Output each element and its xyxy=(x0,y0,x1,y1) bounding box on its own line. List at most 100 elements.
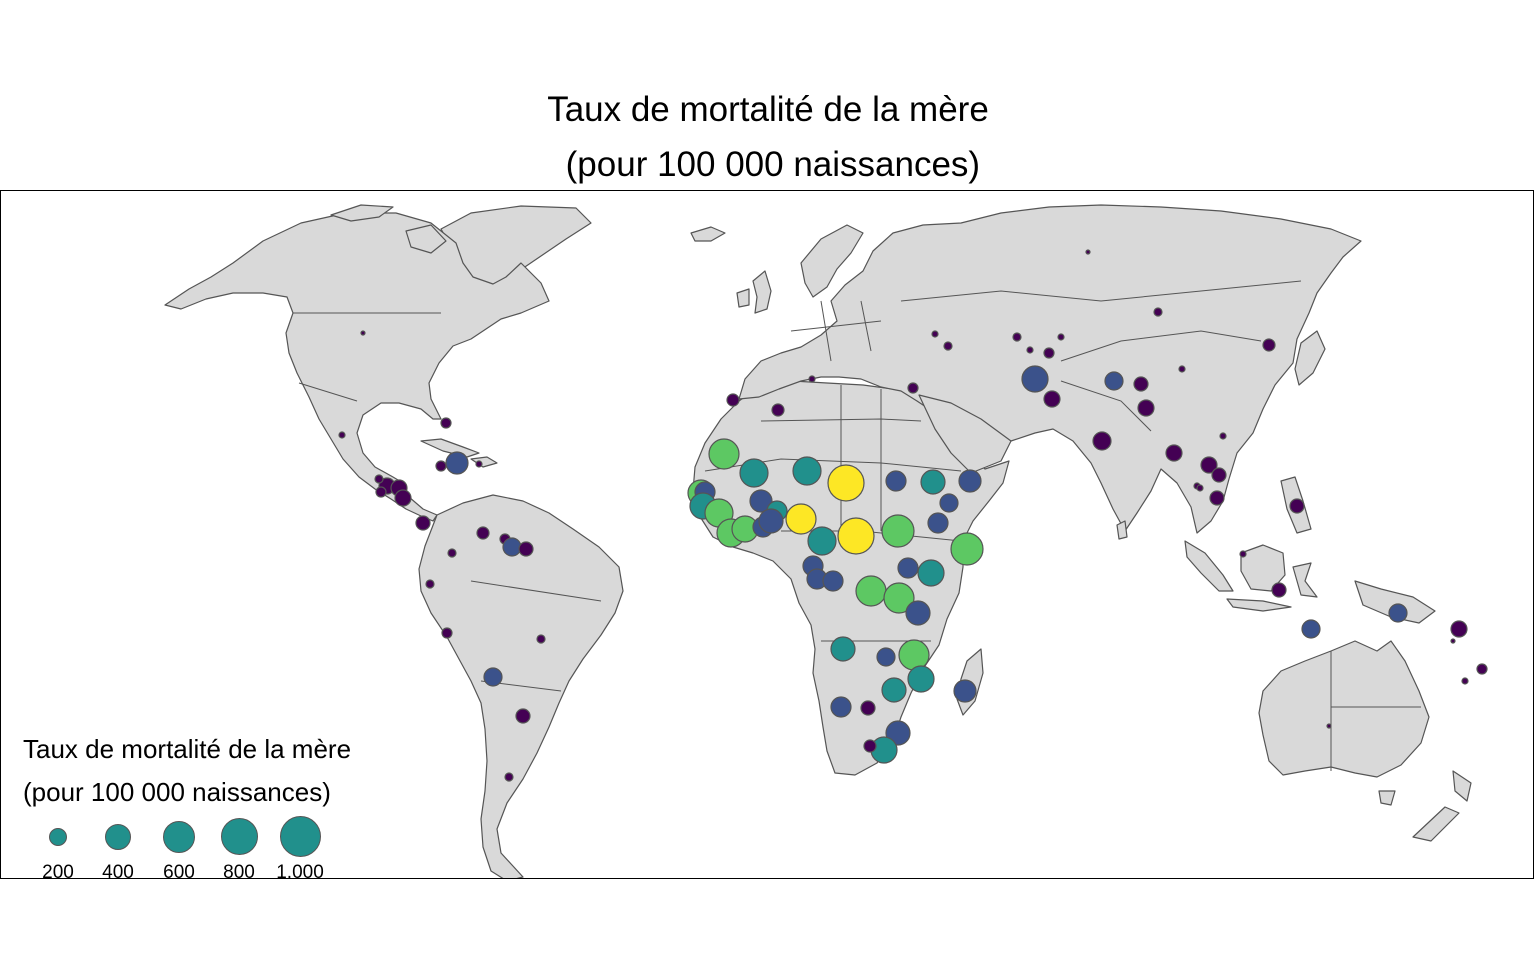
country-symbol xyxy=(739,458,769,488)
legend: Taux de mortalité de la mère (pour 100 0… xyxy=(23,728,403,878)
country-symbol xyxy=(876,647,896,667)
country-symbol xyxy=(483,667,503,687)
country-symbol xyxy=(1092,431,1112,451)
country-symbol xyxy=(1012,332,1022,342)
country-symbol xyxy=(415,515,431,531)
north-america-shape xyxy=(164,212,550,522)
legend-size-circle xyxy=(49,828,67,846)
country-symbol xyxy=(1026,346,1034,354)
arabian-peninsula-shape xyxy=(918,394,1012,474)
country-symbol xyxy=(907,382,919,394)
country-symbol xyxy=(920,469,946,495)
country-symbol xyxy=(758,508,784,534)
border-china xyxy=(1060,330,1262,362)
border-us-mexico xyxy=(298,382,358,402)
legend-size-circle xyxy=(163,821,195,853)
iceland-shape xyxy=(690,226,726,242)
country-symbol xyxy=(425,579,435,589)
legend-size-item: 1,000 xyxy=(270,816,330,878)
border-australia xyxy=(1330,651,1421,771)
country-symbol xyxy=(435,460,447,472)
country-symbol xyxy=(708,438,740,470)
new-zealand-north-shape xyxy=(1452,770,1472,802)
country-symbol xyxy=(860,700,876,716)
tasmania-shape xyxy=(1378,790,1396,806)
country-symbol xyxy=(1326,723,1332,729)
country-symbol xyxy=(917,559,945,587)
country-symbol xyxy=(394,489,412,507)
country-symbol xyxy=(931,330,939,338)
country-symbol xyxy=(518,541,534,557)
country-symbol xyxy=(1043,390,1061,408)
border-europe xyxy=(790,300,882,362)
country-symbol xyxy=(1211,467,1227,483)
country-symbol xyxy=(1196,484,1204,492)
country-symbol xyxy=(1057,333,1065,341)
country-symbol xyxy=(1178,365,1186,373)
country-symbol xyxy=(807,526,837,556)
sulawesi-shape xyxy=(1292,562,1318,598)
country-symbol xyxy=(1043,347,1055,359)
country-symbol xyxy=(1476,663,1488,675)
australia-shape xyxy=(1258,640,1430,778)
country-symbol xyxy=(881,514,915,548)
sumatra-shape xyxy=(1184,540,1234,592)
country-symbol xyxy=(830,696,852,718)
country-symbol xyxy=(950,532,984,566)
country-symbol xyxy=(898,639,930,671)
country-symbol xyxy=(1085,249,1091,255)
hispaniola-shape xyxy=(470,456,498,468)
border-south-america-1 xyxy=(470,580,602,602)
country-symbol xyxy=(953,679,977,703)
java-shape xyxy=(1226,598,1292,612)
country-symbol xyxy=(1289,498,1305,514)
proportional-symbols xyxy=(338,249,1488,782)
country-symbol xyxy=(515,708,531,724)
country-symbol xyxy=(1262,338,1276,352)
map-title-line-1: Taux de mortalité de la mère xyxy=(547,90,989,129)
country-symbol xyxy=(375,486,387,498)
legend-size-item: 600 xyxy=(149,818,209,878)
country-symbol xyxy=(822,570,844,592)
country-symbol xyxy=(907,665,935,693)
legend-size-item: 800 xyxy=(209,818,269,878)
map-frame: Taux de mortalité de la mère (pour 100 0… xyxy=(0,190,1534,879)
ireland-shape xyxy=(736,288,750,308)
country-symbol xyxy=(958,469,982,493)
legend-size-circle xyxy=(105,824,131,850)
arctic-islands-shape xyxy=(330,204,394,222)
country-symbol xyxy=(1239,550,1247,558)
country-symbol xyxy=(855,575,887,607)
country-symbol xyxy=(1209,490,1225,506)
country-symbol xyxy=(441,627,453,639)
country-symbol xyxy=(1137,399,1155,417)
country-symbol xyxy=(1021,365,1049,393)
country-symbol xyxy=(897,557,919,579)
country-symbol xyxy=(837,517,875,555)
country-symbol xyxy=(447,548,457,558)
country-symbol xyxy=(1461,677,1469,685)
country-symbol xyxy=(939,493,959,513)
world-map xyxy=(164,204,1488,878)
baffin-island-shape xyxy=(405,224,447,254)
country-symbol xyxy=(1153,307,1163,317)
country-symbol xyxy=(536,634,546,644)
legend-size-circle xyxy=(280,816,321,857)
country-symbol xyxy=(883,582,915,614)
country-symbol xyxy=(830,636,856,662)
legend-size-item: 200 xyxy=(28,818,88,878)
country-symbol xyxy=(1388,603,1408,623)
country-symbol xyxy=(863,739,877,753)
japan-shape xyxy=(1294,330,1326,386)
cuba-shape xyxy=(420,438,480,458)
country-symbol xyxy=(360,330,366,336)
country-symbol xyxy=(1450,638,1456,644)
country-symbol xyxy=(905,600,931,626)
border-india xyxy=(1060,380,1152,432)
country-symbol xyxy=(1301,619,1321,639)
country-symbol xyxy=(440,417,452,429)
country-symbol xyxy=(1104,371,1124,391)
country-symbol xyxy=(885,470,907,492)
country-symbol xyxy=(792,456,822,486)
country-symbol xyxy=(374,474,384,484)
